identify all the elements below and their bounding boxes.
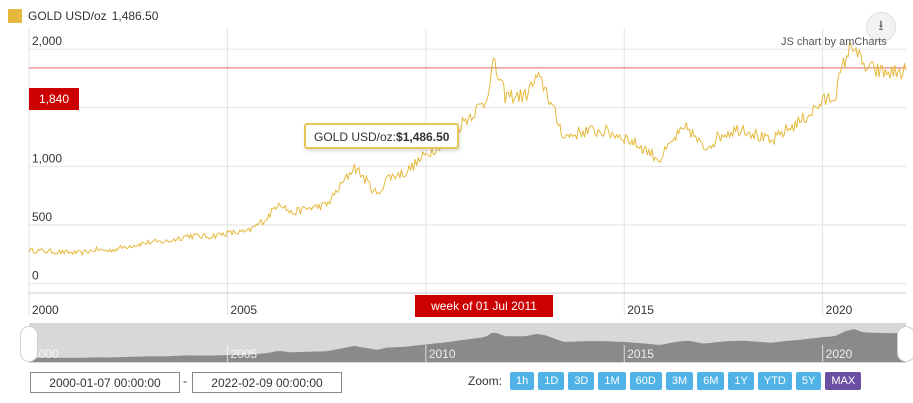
- zoom-button-3m[interactable]: 3M: [665, 372, 694, 390]
- scrollbar-right-handle[interactable]: [897, 326, 913, 362]
- zoom-button-1y[interactable]: 1Y: [728, 372, 754, 390]
- zoom-button-60d[interactable]: 60D: [629, 372, 662, 390]
- period-separator: -: [183, 374, 187, 388]
- download-button[interactable]: ⭳: [866, 12, 896, 42]
- tooltip-value: $1,486.50: [396, 130, 450, 144]
- x-tick-label: 2020: [826, 303, 853, 317]
- zoom-buttons: 1h 1D 3D 1M 60D 3M 6M 1Y YTD 5Y MAX: [510, 372, 862, 390]
- tooltip-balloon: GOLD USD/oz:$1,486.50: [304, 123, 460, 149]
- scrollbar-year-label: 2005: [230, 347, 257, 361]
- period-from-input[interactable]: [30, 372, 180, 393]
- cursor-date-label: week of 01 Jul 2011: [415, 295, 553, 317]
- legend-series-name: GOLD USD/oz: [28, 9, 107, 23]
- scrollbar-series-area: [29, 329, 906, 362]
- scrollbar-left-handle[interactable]: [20, 326, 38, 362]
- x-tick-label: 2015: [627, 303, 654, 317]
- scrollbar-year-label: 2000: [32, 347, 59, 361]
- chart-credit[interactable]: JS chart by amCharts: [781, 36, 887, 48]
- scrollbar-year-label: 2010: [429, 347, 456, 361]
- period-to-input[interactable]: [192, 372, 342, 393]
- legend-swatch: [8, 9, 22, 23]
- plot-area: [29, 28, 906, 293]
- scrollbar-year-label: 2015: [627, 347, 654, 361]
- cursor-value-label: 1,840: [29, 88, 79, 110]
- y-tick-label: 0: [32, 269, 39, 283]
- x-tick-label: 2005: [230, 303, 257, 317]
- y-tick-label: 1,000: [32, 151, 62, 165]
- series-line-gold: [28, 40, 907, 257]
- download-arrow-icon: ⭳: [878, 17, 884, 33]
- zoom-button-3d[interactable]: 3D: [568, 372, 595, 390]
- zoom-label: Zoom:: [468, 374, 503, 388]
- zoom-button-ytd[interactable]: YTD: [757, 372, 792, 390]
- y-tick-label: 2,000: [32, 34, 62, 48]
- zoom-button-1m[interactable]: 1M: [598, 372, 626, 390]
- x-tick-label: 2000: [32, 303, 59, 317]
- y-tick-label: 500: [32, 210, 52, 224]
- tooltip-series-label: GOLD USD/oz:: [314, 130, 397, 144]
- legend-series-value: 1,486.50: [111, 9, 159, 23]
- zoom-button-max[interactable]: MAX: [825, 372, 862, 390]
- zoom-button-6m[interactable]: 6M: [697, 372, 725, 390]
- zoom-button-1d[interactable]: 1D: [538, 372, 565, 390]
- zoom-button-5y[interactable]: 5Y: [795, 372, 822, 390]
- scrollbar-year-label: 2020: [826, 347, 853, 361]
- legend: GOLD USD/oz 1,486.50: [8, 6, 158, 26]
- zoom-button-1h[interactable]: 1h: [510, 372, 535, 390]
